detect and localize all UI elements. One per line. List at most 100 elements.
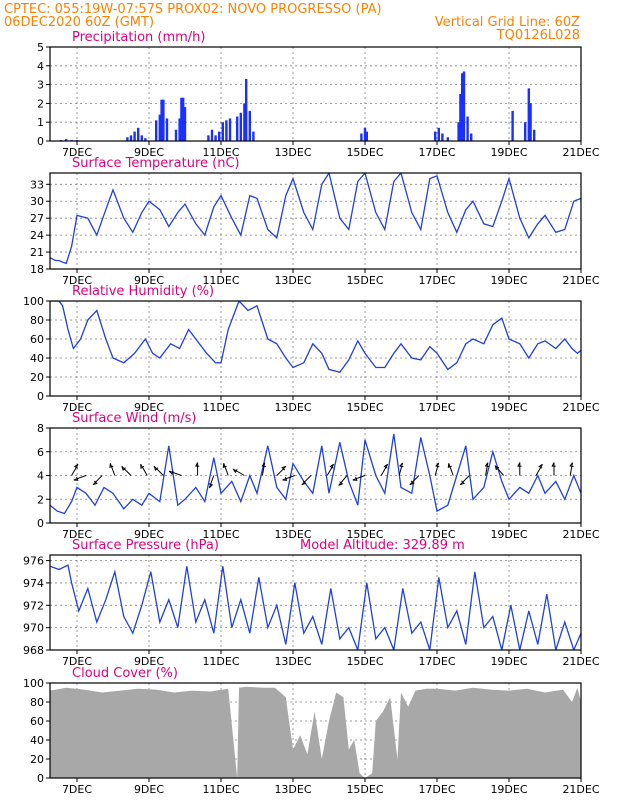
- x-tick-label: 13DEC: [274, 528, 311, 541]
- wind-vector-head: [261, 462, 266, 468]
- wind-vector-shaft: [276, 465, 287, 476]
- x-tick-label: 7DEC: [62, 528, 92, 541]
- precip-bar: [155, 120, 158, 141]
- precip-bar: [158, 114, 161, 141]
- panel-wind: Surface Wind (m/s) 0 2 4 6 8 7DEC 9DEC 11DEC 13DE…: [37, 411, 600, 541]
- x-tick-label: 15DEC: [346, 783, 383, 796]
- wind-vector-shaft: [485, 462, 489, 476]
- panel-title: Surface Pressure (hPa): [72, 538, 219, 553]
- wind-vector-head: [399, 462, 404, 468]
- x-tick-label: 11DEC: [202, 401, 239, 414]
- precip-bar: [214, 135, 217, 141]
- y-tick-label: 60: [30, 715, 44, 728]
- wind-vector-shaft: [109, 463, 116, 476]
- precip-bar: [129, 135, 133, 141]
- y-tick-label: 976: [23, 555, 44, 568]
- wind-vector-shaft: [448, 463, 454, 476]
- precip-bar: [360, 133, 363, 141]
- wind-vector-head: [329, 463, 334, 469]
- y-tick-label: 972: [23, 599, 44, 612]
- plot-frame: [49, 554, 582, 651]
- precip-bar: [221, 122, 224, 141]
- y-tick-label: 970: [23, 622, 44, 635]
- wind-vector-head: [73, 463, 79, 469]
- precip-bar: [174, 129, 178, 141]
- x-tick-label: 7DEC: [62, 655, 92, 668]
- precip-bar: [365, 131, 368, 141]
- x-tick-label: 19DEC: [490, 783, 527, 796]
- panel-cloud: Cloud Cover (%) 0 20 40 60 80 100 7DEC 9DEC 11DEC…: [23, 666, 600, 796]
- wind-vector-shaft: [409, 475, 420, 486]
- wind-vector-head: [569, 462, 574, 468]
- y-tick-label: 100: [23, 677, 44, 690]
- x-tick-label: 15DEC: [346, 274, 383, 287]
- y-tick-label: 0: [37, 772, 44, 785]
- wind-vector-shaft: [153, 465, 164, 476]
- wind-vector-shaft: [282, 475, 295, 481]
- precip-bar: [245, 78, 248, 141]
- x-tick-label: 13DEC: [274, 274, 311, 287]
- precip-bar: [434, 131, 437, 141]
- precip-bar: [252, 131, 255, 141]
- wind-vector-head: [232, 468, 238, 474]
- precip-bar: [178, 118, 181, 141]
- wind-vector-head: [435, 462, 440, 468]
- x-tick-label: 9DEC: [134, 783, 164, 796]
- precip-bar: [459, 94, 462, 141]
- x-tick-label: 21DEC: [562, 274, 599, 287]
- panel-precip: Precipitation (mm/h) 0 1 2 3 4 5 7DEC 9DEC 11DEC 1…: [37, 30, 600, 159]
- precip-bar: [511, 110, 514, 141]
- x-tick-label: 17DEC: [418, 146, 455, 159]
- x-tick-label: 15DEC: [346, 655, 383, 668]
- wind-vector-head: [92, 480, 98, 486]
- precip-bar: [137, 127, 140, 141]
- y-tick-label: 0: [37, 135, 44, 148]
- precip-bar: [180, 97, 183, 141]
- x-tick-label: 13DEC: [274, 783, 311, 796]
- y-tick-label: 30: [30, 195, 44, 208]
- wind-vector-head: [282, 476, 288, 481]
- x-tick-label: 17DEC: [418, 783, 455, 796]
- precip-bar: [239, 112, 242, 141]
- wind-vector-shaft: [169, 470, 182, 476]
- y-tick-label: 6: [37, 446, 44, 459]
- panel-pressure: Surface Pressure (hPa) Model Altitude: 32…: [23, 538, 600, 668]
- precip-bar: [65, 139, 68, 141]
- precip-bar: [533, 129, 536, 141]
- x-tick-label: 21DEC: [562, 783, 599, 796]
- wind-vector-head: [484, 462, 490, 468]
- plot-frame: [49, 172, 582, 270]
- plot-area: [59, 71, 536, 141]
- y-tick-label: 60: [30, 333, 44, 346]
- y-tick-label: 18: [30, 263, 44, 276]
- x-tick-label: 21DEC: [562, 528, 599, 541]
- wind-vector-shaft: [73, 475, 87, 481]
- x-tick-label: 19DEC: [490, 401, 527, 414]
- y-tick-label: 24: [30, 229, 44, 242]
- precip-bar: [228, 118, 232, 141]
- x-tick-label: 11DEC: [202, 655, 239, 668]
- y-tick-label: 20: [30, 371, 44, 384]
- header-model-id: TQ0126L028: [496, 28, 580, 43]
- precip-bar: [437, 127, 440, 141]
- header-station-line: CPTEC: 055:19W-07:57S PROX02: NOVO PROGR…: [4, 2, 382, 17]
- plot-frame: [49, 300, 582, 397]
- y-tick-label: 974: [23, 577, 44, 590]
- humidity-series-line: [50, 301, 581, 374]
- x-tick-label: 17DEC: [418, 655, 455, 668]
- precip-bar: [470, 133, 473, 141]
- pressure-series-line: [50, 564, 581, 650]
- y-tick-label: 0: [37, 390, 44, 403]
- x-tick-label: 11DEC: [202, 274, 239, 287]
- precip-bar: [446, 137, 449, 141]
- panel-temperature: Surface Temperature (nC) 18 21 24 27 30 33 7DEC…: [30, 156, 600, 287]
- wind-vector-shaft: [140, 463, 148, 476]
- x-tick-label: 9DEC: [134, 146, 164, 159]
- wind-vector-shaft: [494, 465, 504, 476]
- plot-frame: [49, 682, 582, 779]
- wind-vector-head: [460, 480, 465, 486]
- y-tick-label: 4: [37, 60, 44, 73]
- cloud-cover-area: [50, 686, 581, 778]
- wind-vector-head: [551, 462, 556, 467]
- y-tick-label: 40: [30, 734, 44, 747]
